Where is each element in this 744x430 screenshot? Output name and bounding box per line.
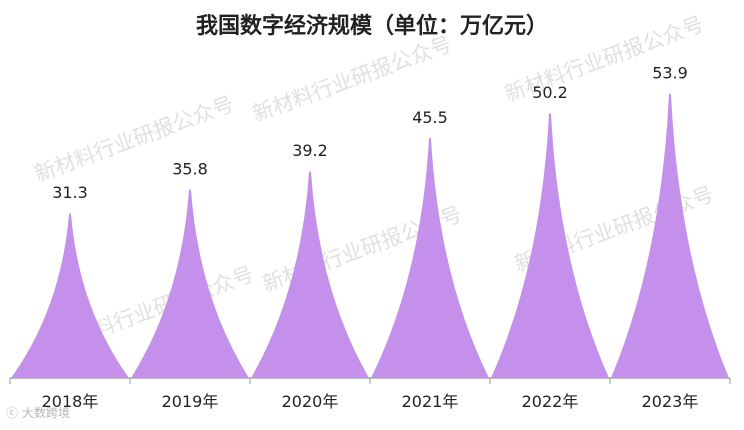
bar-2022年 bbox=[491, 112, 609, 378]
x-tick-label: 2021年 bbox=[402, 392, 459, 411]
bar-2018年 bbox=[11, 213, 129, 378]
logo-icon: ⓒ bbox=[6, 406, 19, 420]
data-label: 50.2 bbox=[532, 83, 568, 102]
x-tick-label: 2018年 bbox=[42, 392, 99, 411]
x-tick-label: 2023年 bbox=[642, 392, 699, 411]
x-tick-label: 2019年 bbox=[162, 392, 219, 411]
x-tick-label: 2022年 bbox=[522, 392, 579, 411]
data-label: 45.5 bbox=[412, 108, 448, 127]
data-label: 31.3 bbox=[52, 183, 88, 202]
bar-2019年 bbox=[131, 189, 249, 378]
footer-logo: ⓒ 大数跨境 bbox=[6, 404, 70, 421]
data-label: 35.8 bbox=[172, 159, 208, 178]
bar-2021年 bbox=[371, 137, 489, 378]
chart-title: 我国数字经济规模（单位：万亿元） bbox=[195, 14, 548, 39]
logo-text: 大数跨境 bbox=[21, 406, 70, 420]
data-label: 39.2 bbox=[292, 141, 328, 160]
x-tick-label: 2020年 bbox=[282, 392, 339, 411]
data-label: 53.9 bbox=[652, 63, 688, 82]
bar-2023年 bbox=[611, 93, 729, 378]
bar-2020年 bbox=[251, 171, 369, 378]
